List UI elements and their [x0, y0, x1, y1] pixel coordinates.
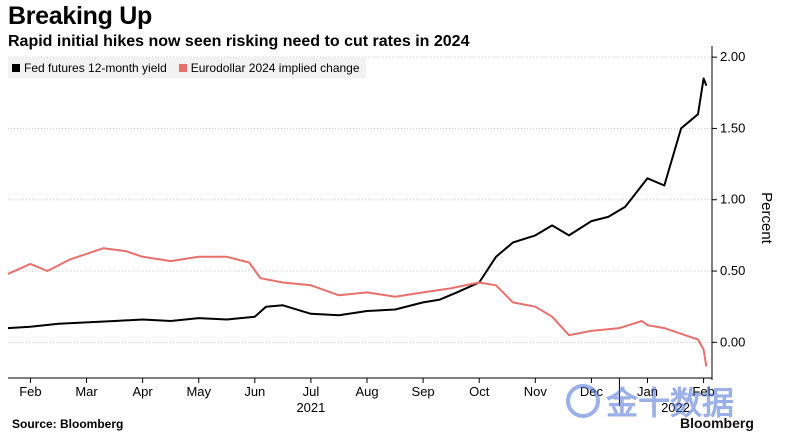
x-tick-label: May: [186, 384, 211, 399]
x-year-label: 2022: [661, 400, 690, 415]
y-axis-label: Percent: [758, 192, 775, 245]
x-tick-label: Aug: [355, 384, 378, 399]
watermark: 金十数据: [566, 378, 734, 424]
bloomberg-logo: Bloomberg: [680, 415, 754, 431]
x-tick-label: Sep: [412, 384, 435, 399]
watermark-text: 金十数据: [606, 385, 735, 421]
legend-entry-eurodollar: Eurodollar 2024 implied change: [178, 61, 360, 75]
series-line-fed-futures: [7, 77, 708, 330]
x-tick-label: Jul: [303, 384, 320, 399]
x-tick-label: Jun: [244, 384, 265, 399]
legend-swatch-fed: [12, 64, 20, 72]
y-tick-label: 1.00: [720, 192, 745, 207]
source-note: Source: Bloomberg: [12, 417, 124, 431]
legend-label-fed: Fed futures 12-month yield: [24, 61, 167, 75]
x-tick-label: Nov: [524, 384, 548, 399]
legend: Fed futures 12-month yield Eurodollar 20…: [8, 58, 366, 78]
y-tick-label: 1.50: [720, 120, 745, 135]
legend-swatch-eurodollar: [178, 64, 187, 72]
x-tick-label: Oct: [469, 384, 490, 399]
x-year-label: 2021: [296, 400, 325, 415]
chart-subtitle: Rapid initial hikes now seen risking nee…: [8, 33, 470, 50]
y-tick-label: 0.00: [720, 334, 745, 349]
x-tick-label: Mar: [75, 384, 98, 399]
chart-title: Breaking Up: [8, 2, 152, 30]
x-tick-label: Apr: [133, 384, 154, 399]
x-tick-label: Feb: [19, 384, 41, 399]
y-tick-label: 0.50: [720, 263, 745, 278]
watermark-logo-icon: [566, 384, 600, 418]
x-tick-label: Feb: [692, 384, 714, 399]
x-tick-label: Jan: [637, 384, 658, 399]
y-tick-label: 2.00: [720, 49, 745, 64]
legend-entry-fed: Fed futures 12-month yield: [12, 61, 167, 75]
legend-label-eurodollar: Eurodollar 2024 implied change: [190, 61, 360, 75]
series-line-eurodollar: [7, 247, 708, 367]
